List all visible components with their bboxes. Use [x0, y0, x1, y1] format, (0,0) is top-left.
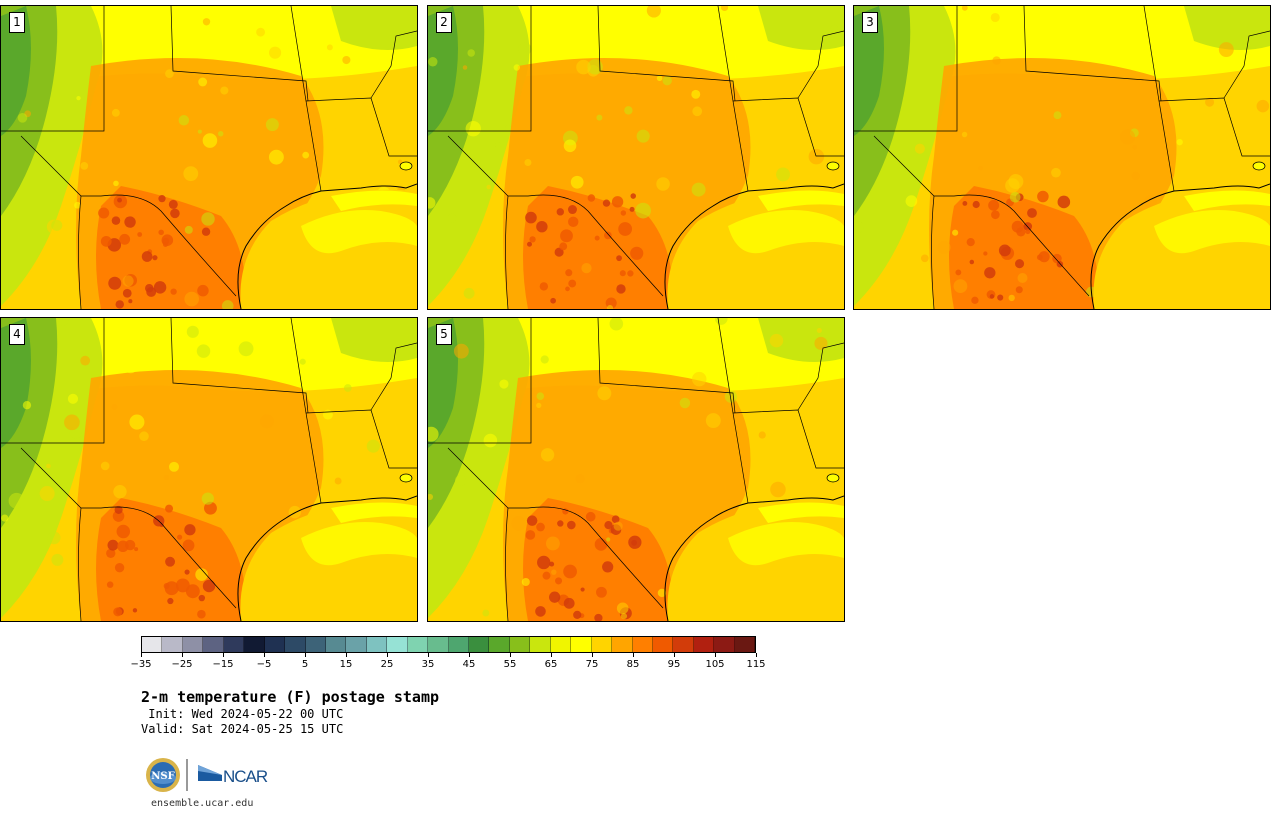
colorbar-swatch: [509, 637, 531, 652]
svg-text:NSF: NSF: [151, 771, 174, 782]
colorbar-swatch: [714, 637, 735, 652]
colorbar-swatch: [571, 637, 592, 652]
temperature-map: [1, 6, 417, 309]
colorbar-tick-label: 115: [746, 659, 766, 670]
colorbar-tick-label: 85: [626, 659, 640, 670]
colorbar-swatch: [469, 637, 490, 652]
colorbar-ticks: −35 −25 −15 −5 5 15 25 35 45 55 65 75 85 95 105 115: [130, 653, 766, 673]
stamp-number: 5: [436, 324, 452, 345]
colorbar-tick-label: 105: [705, 659, 725, 670]
colorbar-tick: [305, 653, 306, 657]
colorbar-swatch: [407, 637, 429, 652]
colorbar-tick: [510, 653, 511, 657]
temperature-map: [854, 6, 1270, 309]
colorbar-tick: [141, 653, 142, 657]
colorbar-tick-label: 95: [667, 659, 681, 670]
colorbar-swatch: [162, 637, 183, 652]
colorbar-tick-label: 75: [585, 659, 599, 670]
colorbar-swatch: [244, 637, 265, 652]
colorbar-swatch: [428, 637, 449, 652]
colorbar-tick-label: 35: [421, 659, 435, 670]
colorbar-swatch: [632, 637, 653, 652]
colorbar-swatch: [305, 637, 326, 652]
colorbar-tick: [346, 653, 347, 657]
temperature-colorbar: [141, 636, 756, 653]
stamp-number: 4: [9, 324, 25, 345]
colorbar-tick: [633, 653, 634, 657]
colorbar-swatch: [223, 637, 245, 652]
colorbar-swatch: [612, 637, 633, 652]
colorbar-swatch: [530, 637, 551, 652]
colorbar-swatch: [142, 637, 163, 652]
colorbar-swatch: [346, 637, 367, 652]
colorbar-tick: [264, 653, 265, 657]
colorbar-swatch: [285, 637, 306, 652]
colorbar-tick: [715, 653, 716, 657]
logos: NSF NCAR: [145, 757, 275, 793]
colorbar-tick: [428, 653, 429, 657]
website-url[interactable]: ensemble.ucar.edu: [151, 798, 254, 809]
colorbar-tick-label: −35: [130, 659, 152, 670]
colorbar-tick: [387, 653, 388, 657]
colorbar-swatch: [387, 637, 408, 652]
colorbar-tick-label: 55: [503, 659, 517, 670]
colorbar-tick: [756, 653, 757, 657]
colorbar-tick-label: −15: [212, 659, 234, 670]
nsf-logo-icon: NSF: [146, 758, 180, 792]
colorbar-tick: [469, 653, 470, 657]
stamp-panel-4: 4: [0, 317, 418, 622]
colorbar-swatch: [673, 637, 694, 652]
stamp-panel-1: 1: [0, 5, 418, 310]
colorbar-swatch: [550, 637, 572, 652]
figure-title: 2-m temperature (F) postage stamp: [141, 688, 440, 706]
colorbar-swatch: [734, 637, 756, 652]
colorbar-tick-label: 65: [544, 659, 558, 670]
stamp-number: 2: [436, 12, 452, 33]
colorbar-swatch: [325, 637, 347, 652]
colorbar-swatch: [203, 637, 224, 652]
colorbar-tick: [592, 653, 593, 657]
colorbar-tick-label: 15: [339, 659, 353, 670]
colorbar-tick-label: 5: [301, 659, 309, 670]
colorbar-swatch: [693, 637, 715, 652]
colorbar-swatch: [264, 637, 286, 652]
colorbar-tick: [223, 653, 224, 657]
colorbar-tick: [551, 653, 552, 657]
ncar-logo-icon: NCAR: [198, 765, 269, 786]
stamp-panel-5: 5: [427, 317, 845, 622]
colorbar-tick-label: 25: [380, 659, 394, 670]
valid-time: Valid: Sat 2024-05-25 15 UTC: [141, 722, 344, 736]
colorbar-tick: [674, 653, 675, 657]
stamp-number: 3: [862, 12, 878, 33]
colorbar-swatch: [489, 637, 510, 652]
stamp-panel-2: 2: [427, 5, 845, 310]
temperature-map: [1, 318, 417, 621]
colorbar-swatch: [591, 637, 613, 652]
svg-text:NCAR: NCAR: [223, 767, 268, 786]
colorbar-tick-label: 45: [462, 659, 476, 670]
temperature-map: [428, 6, 844, 309]
stamp-panel-3: 3: [853, 5, 1271, 310]
colorbar-swatch: [182, 637, 204, 652]
temperature-map: [428, 318, 844, 621]
colorbar-swatch: [448, 637, 469, 652]
colorbar-swatch: [366, 637, 388, 652]
colorbar-tick-label: −25: [171, 659, 193, 670]
colorbar-tick-label: −5: [256, 659, 272, 670]
colorbar-swatch: [652, 637, 674, 652]
colorbar-tick: [182, 653, 183, 657]
init-time: Init: Wed 2024-05-22 00 UTC: [141, 707, 344, 721]
stamp-number: 1: [9, 12, 25, 33]
